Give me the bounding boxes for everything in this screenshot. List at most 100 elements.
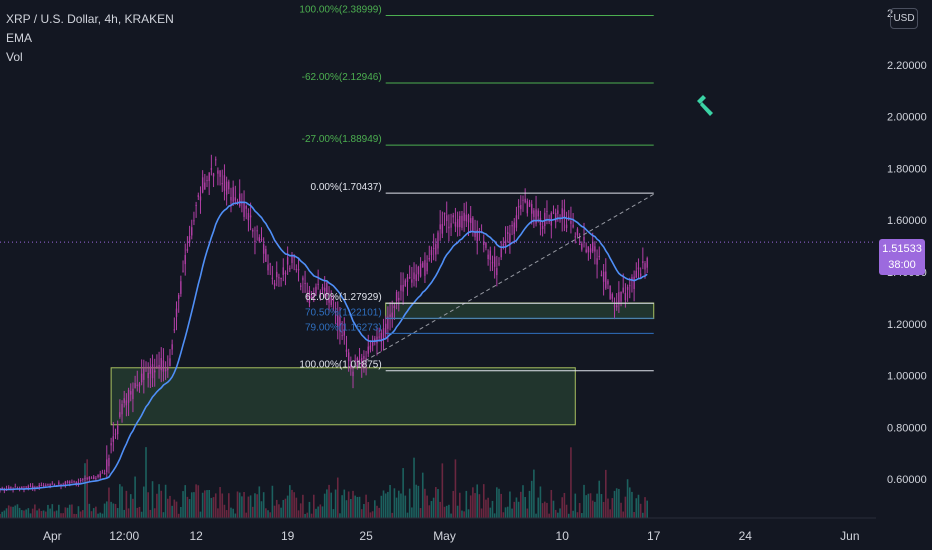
candle-body	[404, 280, 407, 286]
volume-bar	[101, 513, 104, 518]
candle-body	[221, 183, 223, 185]
volume-bar	[312, 494, 315, 518]
candle-body	[234, 197, 237, 201]
volume-bar	[419, 508, 422, 518]
volume-bar	[245, 512, 248, 518]
volume-bar	[140, 511, 143, 518]
current-price-tag: 1.51533 38:00	[879, 239, 925, 275]
volume-bar	[491, 500, 494, 518]
volume-bar	[173, 499, 176, 518]
volume-bar	[317, 506, 319, 518]
volume-bar	[341, 495, 343, 518]
candle-body	[186, 248, 189, 251]
candle-body	[177, 295, 180, 299]
volume-bar	[112, 503, 115, 518]
candle-body	[143, 368, 145, 380]
volume-bar	[27, 508, 30, 518]
volume-bar	[581, 513, 583, 518]
volume-bar	[0, 513, 1, 518]
candle-body	[618, 292, 620, 304]
currency-button[interactable]: USD	[890, 8, 918, 29]
candle-body	[286, 257, 289, 265]
volume-bar	[633, 511, 635, 518]
volume-bar	[267, 510, 269, 518]
ema-indicator-label[interactable]: EMA	[6, 31, 33, 45]
volume-bar	[530, 480, 533, 518]
candle-body	[125, 400, 128, 406]
candle-body	[158, 364, 160, 369]
pick-axe-icon[interactable]	[693, 93, 717, 117]
volume-bar	[119, 484, 121, 518]
volume-bar	[445, 505, 448, 518]
candle-body	[215, 159, 217, 161]
candle-body	[79, 479, 82, 482]
candle-body	[182, 270, 184, 272]
volume-bar	[310, 513, 313, 518]
candle-body	[496, 268, 498, 276]
volume-bar	[504, 507, 507, 518]
volume-bar	[522, 485, 524, 518]
volume-bar	[578, 503, 581, 518]
candle-body	[138, 383, 141, 387]
candle-body	[273, 283, 276, 286]
candle-body	[319, 291, 322, 298]
volume-bar	[482, 484, 485, 518]
volume-bar	[103, 503, 106, 518]
volume-bar	[639, 503, 642, 518]
candle-body	[245, 205, 247, 209]
volume-bar	[631, 491, 633, 518]
volume-bar	[395, 497, 398, 518]
volume-bar	[153, 508, 156, 518]
candle-body	[615, 305, 618, 308]
volume-bar	[509, 491, 511, 518]
candle-body	[424, 260, 426, 276]
volume-bar	[206, 490, 208, 518]
candle-body	[524, 198, 526, 203]
candle-body	[103, 472, 106, 474]
candle-body	[600, 274, 603, 276]
volume-bar	[223, 504, 226, 518]
volume-bar	[397, 490, 400, 518]
candle-body	[371, 340, 374, 346]
candle-body	[507, 232, 509, 234]
volume-bar	[339, 513, 341, 518]
volume-bar	[249, 495, 252, 518]
candle-body	[252, 229, 254, 232]
fib-label-4: 62.00%(1.27929)	[305, 292, 382, 303]
candle-body	[256, 230, 258, 232]
candle-body	[339, 317, 341, 332]
volume-bar	[574, 493, 577, 518]
volume-bar	[406, 512, 409, 518]
candle-body	[498, 263, 500, 265]
volume-indicator-label[interactable]: Vol	[6, 50, 23, 64]
candle-body	[42, 485, 45, 487]
volume-bar	[134, 476, 136, 518]
volume-bar	[417, 485, 420, 518]
volume-bar	[97, 513, 99, 518]
volume-bar	[166, 498, 169, 518]
volume-bar	[548, 513, 550, 518]
candle-body	[624, 293, 627, 301]
candle-body	[258, 237, 261, 242]
volume-bar	[367, 502, 370, 518]
candle-body	[378, 336, 380, 338]
time-axis-label: 12	[189, 529, 203, 543]
candle-body	[164, 369, 167, 372]
price-axis-label: 1.00000	[887, 371, 927, 383]
symbol-title[interactable]: XRP / U.S. Dollar, 4h, KRAKEN	[6, 12, 174, 26]
candle-body	[493, 256, 496, 267]
candle-body	[280, 278, 282, 280]
candle-body	[500, 248, 502, 258]
volume-bar	[82, 510, 84, 518]
candle-body	[243, 201, 245, 217]
candle-body	[45, 485, 47, 487]
volume-bar	[34, 504, 36, 518]
candle-body	[219, 170, 221, 177]
candle-body	[267, 264, 269, 271]
candle-body	[86, 477, 88, 479]
candle-body	[302, 277, 304, 281]
volume-bar	[116, 508, 119, 518]
volume-bar	[210, 497, 213, 518]
candle-body	[502, 243, 505, 246]
